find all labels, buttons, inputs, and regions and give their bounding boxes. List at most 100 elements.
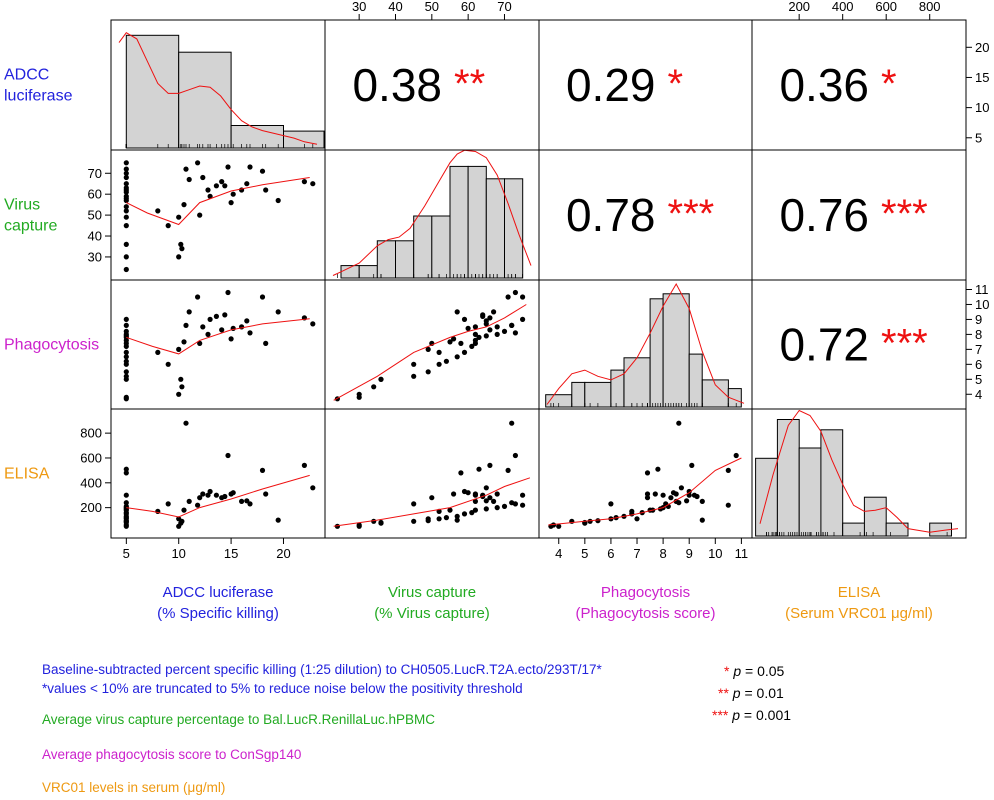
scatter-point — [275, 309, 281, 315]
correlation-stars: *** — [668, 192, 715, 236]
histogram-bar — [449, 165, 469, 279]
scatter-point — [425, 516, 431, 522]
scatter-point — [454, 309, 460, 315]
scatter-point — [595, 518, 601, 524]
histogram-bar — [662, 293, 690, 408]
left-tick-label: 400 — [80, 475, 102, 490]
scatter-point — [587, 518, 593, 524]
scatter-point — [494, 331, 500, 337]
scatter-point — [222, 493, 228, 500]
smooth-line — [548, 457, 742, 526]
pvalue-label-2: p — [732, 685, 741, 701]
scatter-point — [123, 181, 129, 187]
histogram-bar — [863, 496, 887, 537]
histogram-bar — [571, 381, 586, 408]
histogram-bar — [820, 429, 844, 537]
scatter-point — [259, 467, 266, 473]
scatter-point — [686, 488, 692, 495]
histogram-bar — [283, 130, 325, 149]
column-axis-label-elisa: (Serum VRC01 μg/ml) — [785, 605, 933, 622]
scatter-point — [443, 358, 449, 364]
histogram-bar — [885, 522, 909, 537]
scatter-point — [476, 334, 482, 340]
smooth-line — [126, 318, 310, 355]
scatter-point — [512, 501, 519, 507]
cell-adcc-elisa: 0.36 * — [751, 19, 967, 151]
smooth-line — [333, 304, 527, 401]
scatter-point — [644, 495, 651, 501]
top-tick-label: 50 — [425, 0, 439, 14]
scatter-point — [186, 176, 192, 183]
scatter-point — [213, 492, 219, 498]
right-tick-label: 11 — [975, 282, 989, 297]
scatter-point — [483, 321, 489, 327]
scatter-point — [176, 214, 182, 220]
scatter-point — [244, 318, 250, 324]
cell-elisa-adcc — [110, 408, 326, 539]
scatter-point — [472, 324, 478, 330]
right-tick-label: 5 — [975, 130, 982, 145]
scatter-point — [197, 212, 203, 218]
left-tick-label: 50 — [88, 208, 102, 223]
scatter-point — [222, 312, 228, 318]
row-label-virus: capture — [4, 218, 57, 235]
scatter-point — [699, 517, 705, 523]
pvalue-label-3: p — [732, 707, 741, 723]
scatter-point — [356, 391, 362, 397]
pvalue-stars-3: *** — [712, 707, 729, 723]
scatter-point — [684, 498, 690, 504]
scatter-point — [123, 373, 129, 379]
scatter-point — [123, 223, 129, 229]
scatter-point — [520, 316, 526, 322]
scatter-point — [501, 328, 508, 334]
scatter-point — [520, 502, 526, 508]
bottom-tick-label: 10 — [708, 546, 722, 561]
scatter-point — [195, 160, 201, 166]
note-adcc-line1: Baseline-subtracted percent specific kil… — [42, 662, 602, 677]
smooth-line — [126, 474, 310, 518]
bottom-tick-label: 20 — [276, 546, 290, 561]
column-axis-label-virus: (% Virus capture) — [374, 605, 490, 622]
histogram-bar — [623, 357, 651, 408]
density-curve — [546, 282, 745, 405]
scatter-point — [483, 506, 489, 512]
scatter-point — [678, 485, 685, 491]
cell-virus-phago: 0.78 *** — [538, 149, 753, 281]
bottom-tick-label: 7 — [633, 546, 640, 561]
scatter-point — [219, 327, 225, 333]
scatter-point — [472, 331, 478, 337]
scatter-point — [275, 197, 281, 204]
scatter-point — [263, 491, 269, 497]
scatter-point — [310, 485, 316, 491]
cell-border — [110, 279, 326, 410]
scatter-point — [244, 181, 250, 187]
scatter-point — [451, 336, 457, 342]
scatter-point — [155, 349, 161, 355]
scatter-point — [123, 254, 129, 260]
top-tick-label: 400 — [832, 0, 854, 14]
bottom-tick-label: 11 — [735, 546, 749, 561]
histogram-bar — [727, 388, 742, 408]
top-tick-label: 40 — [388, 0, 402, 14]
histogram-bar — [798, 447, 822, 537]
scatter-point — [520, 492, 526, 498]
scatter-point — [195, 294, 201, 300]
histogram-bar — [413, 215, 433, 279]
scatter-point — [556, 523, 562, 529]
scatter-point — [123, 492, 129, 498]
cell-virus-virus — [324, 149, 540, 281]
scatter-point — [673, 498, 679, 504]
scatter-point — [123, 208, 129, 214]
column-axis-label-phago: Phagocytosis — [601, 584, 690, 601]
scatter-point — [123, 340, 129, 346]
row-label-phago: Phagocytosis — [4, 337, 99, 354]
pvalue-label-1: p — [733, 663, 742, 679]
scatter-point — [176, 346, 182, 352]
scatter-point — [458, 340, 464, 346]
density-curve — [332, 149, 532, 276]
cell-phago-elisa: 0.72 *** — [751, 279, 967, 410]
cell-adcc-virus: 0.38 ** — [324, 19, 540, 151]
scatter-point — [334, 523, 340, 529]
scatter-point — [356, 523, 362, 529]
scatter-point — [458, 470, 464, 476]
